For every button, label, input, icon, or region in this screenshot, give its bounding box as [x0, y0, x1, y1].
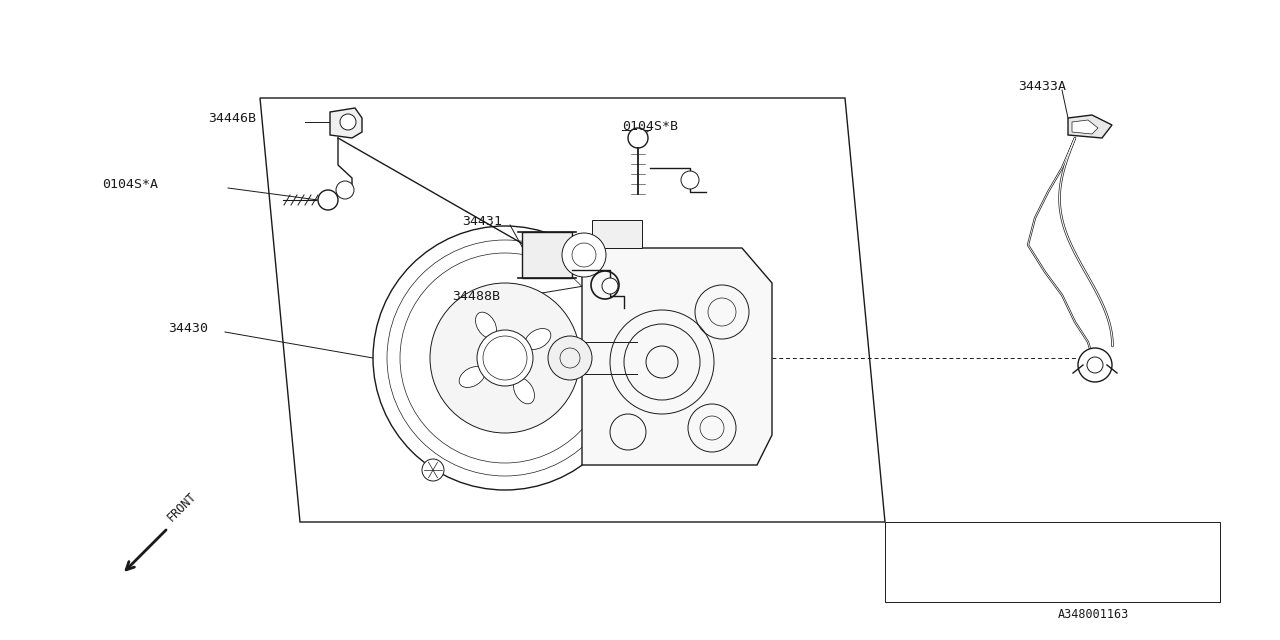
Circle shape [340, 114, 356, 130]
Circle shape [562, 233, 605, 277]
Polygon shape [593, 220, 643, 248]
Circle shape [628, 128, 648, 148]
Text: 34431: 34431 [462, 215, 502, 228]
Circle shape [317, 190, 338, 210]
Text: 0104S*A: 0104S*A [102, 178, 157, 191]
Polygon shape [330, 108, 362, 138]
Circle shape [602, 278, 618, 294]
Circle shape [1078, 348, 1112, 382]
Text: 0104S*B: 0104S*B [622, 120, 678, 133]
Ellipse shape [476, 312, 497, 338]
Text: 34488B: 34488B [452, 290, 500, 303]
Circle shape [422, 459, 444, 481]
Polygon shape [582, 248, 772, 465]
Circle shape [681, 171, 699, 189]
Text: A348001163: A348001163 [1059, 608, 1129, 621]
Circle shape [548, 336, 593, 380]
Circle shape [477, 330, 532, 386]
Ellipse shape [513, 378, 535, 404]
Text: 34430: 34430 [168, 322, 209, 335]
Circle shape [430, 283, 580, 433]
Text: 34433A: 34433A [1018, 80, 1066, 93]
Polygon shape [522, 232, 572, 278]
Polygon shape [1068, 115, 1112, 138]
Circle shape [337, 181, 355, 199]
Polygon shape [1073, 120, 1098, 134]
Text: FRONT: FRONT [165, 490, 200, 524]
Ellipse shape [525, 328, 550, 349]
Text: 34446B: 34446B [209, 112, 256, 125]
Ellipse shape [460, 367, 485, 387]
